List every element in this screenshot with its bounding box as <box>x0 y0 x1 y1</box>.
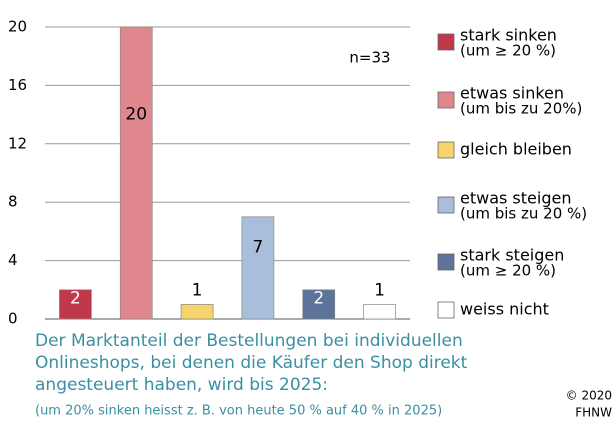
value-label: 1 <box>192 280 203 300</box>
value-label: 20 <box>125 105 147 125</box>
footnote: (um 20% sinken heisst z. B. von heute 50… <box>35 404 442 419</box>
value-label: 2 <box>70 289 81 309</box>
caption: Onlineshops, bei denen die Käufer den Sh… <box>35 353 468 373</box>
bar <box>363 304 396 320</box>
caption: angesteuert haben, wird bis 2025: <box>35 375 328 395</box>
value-label: 2 <box>313 289 324 309</box>
value-label: 1 <box>374 280 385 300</box>
legend-label: etwas steigen <box>460 189 571 208</box>
y-tick-label: 8 <box>8 193 18 211</box>
credit: FHNW <box>575 406 612 420</box>
bar <box>180 304 214 320</box>
legend-swatch <box>437 33 455 51</box>
legend-label: weiss nicht <box>460 300 549 319</box>
legend-label: etwas sinken <box>460 84 564 103</box>
legend-note: (um bis zu 20 %) <box>460 205 587 223</box>
legend-label: gleich bleiben <box>460 140 572 159</box>
legend-label: stark sinken <box>460 26 557 45</box>
bar <box>241 216 275 320</box>
bar <box>119 26 153 320</box>
y-tick-label: 4 <box>8 251 18 269</box>
legend-swatch <box>437 301 455 319</box>
credit: © 2020 <box>566 389 612 403</box>
y-tick-label: 20 <box>8 18 27 36</box>
y-tick-label: 0 <box>8 310 18 328</box>
y-tick-label: 12 <box>8 134 27 152</box>
y-tick-label: 16 <box>8 76 27 94</box>
legend-note: (um ≥ 20 %) <box>460 42 556 60</box>
legend-note: (um ≥ 20 %) <box>460 262 556 280</box>
bar <box>59 289 92 320</box>
legend-swatch <box>437 91 455 109</box>
value-label: 7 <box>253 237 264 257</box>
legend-swatch <box>437 196 455 214</box>
legend-swatch <box>437 141 455 159</box>
legend-note: (um bis zu 20%) <box>460 100 582 118</box>
caption: Der Marktanteil der Bestellungen bei ind… <box>35 331 463 351</box>
legend-label: stark steigen <box>460 246 564 265</box>
annotation: n=33 <box>349 49 390 67</box>
legend-swatch <box>437 253 455 271</box>
bar <box>302 289 336 320</box>
